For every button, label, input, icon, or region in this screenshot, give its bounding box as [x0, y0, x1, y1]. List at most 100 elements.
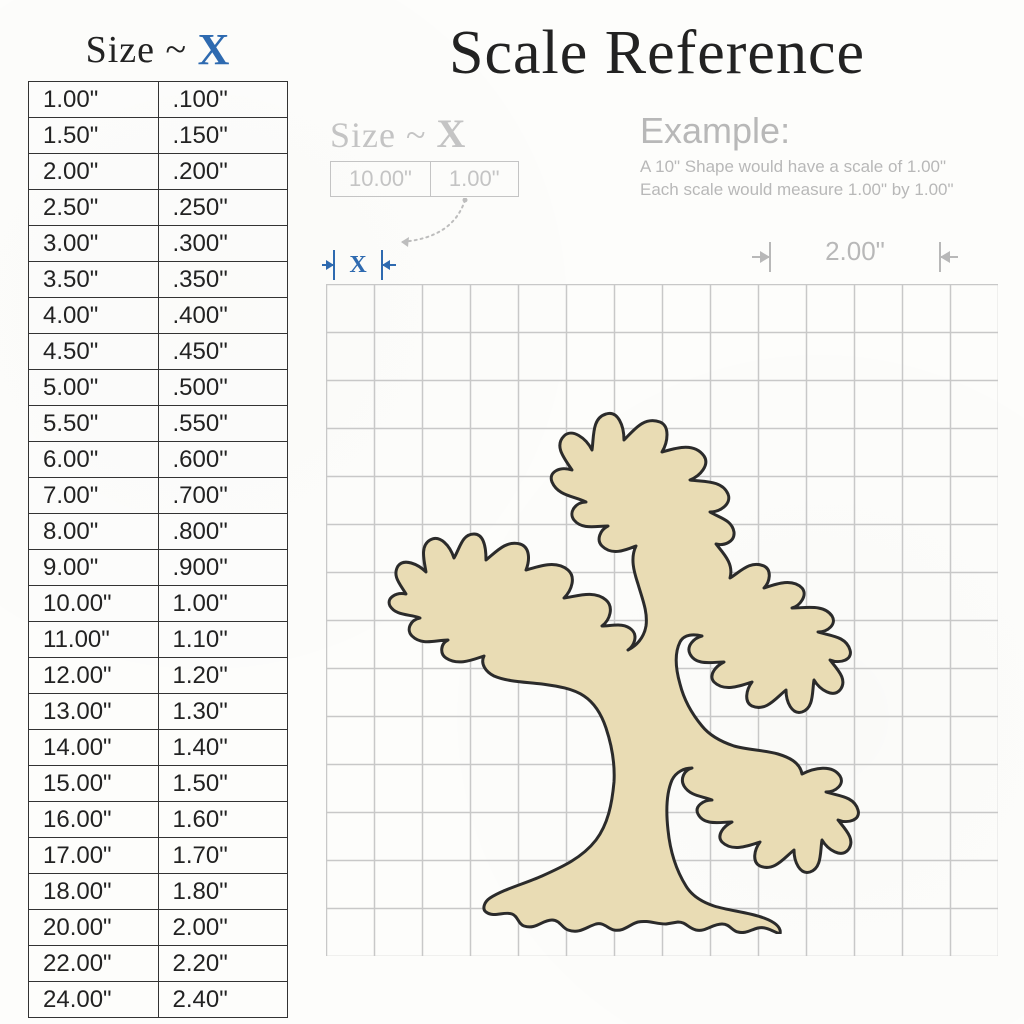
- table-cell: .600": [158, 442, 288, 478]
- table-cell: 17.00": [29, 838, 159, 874]
- table-cell: 1.20": [158, 658, 288, 694]
- table-row: 12.00"1.20": [29, 658, 288, 694]
- example-line-1: A 10" Shape would have a scale of 1.00": [640, 156, 1010, 179]
- table-row: 4.00".400": [29, 298, 288, 334]
- mini-cell-x: 1.00": [430, 162, 518, 197]
- table-cell: 13.00": [29, 694, 159, 730]
- table-row: 10.00"1.00": [29, 586, 288, 622]
- table-cell: .300": [158, 226, 288, 262]
- table-row: 16.00"1.60": [29, 802, 288, 838]
- table-cell: 10.00": [29, 586, 159, 622]
- table-cell: 2.50": [29, 190, 159, 226]
- table-cell: .550": [158, 406, 288, 442]
- table-cell: 1.00": [158, 586, 288, 622]
- x-scale-indicator: X: [322, 242, 442, 282]
- table-cell: 2.40": [158, 982, 288, 1018]
- table-cell: 1.10": [158, 622, 288, 658]
- table-cell: 5.50": [29, 406, 159, 442]
- table-row: 14.00"1.40": [29, 730, 288, 766]
- table-cell: 1.70": [158, 838, 288, 874]
- table-cell: 1.80": [158, 874, 288, 910]
- table-cell: 7.00": [29, 478, 159, 514]
- table-cell: 3.00": [29, 226, 159, 262]
- example-title: Example:: [640, 110, 1010, 152]
- size-table: 1.00".100"1.50".150"2.00".200"2.50".250"…: [28, 81, 288, 1018]
- table-cell: 3.50": [29, 262, 159, 298]
- table-cell: .450": [158, 334, 288, 370]
- size-table-header: Size ~ X: [28, 24, 288, 75]
- table-cell: 6.00": [29, 442, 159, 478]
- mini-size-block: Size ~ X 10.00" 1.00": [330, 110, 519, 197]
- size-label-prefix: Size ~: [86, 29, 198, 71]
- table-row: 2.50".250": [29, 190, 288, 226]
- table-row: 6.00".600": [29, 442, 288, 478]
- reference-grid: [326, 284, 998, 956]
- table-cell: 4.00": [29, 298, 159, 334]
- dotted-connector: [395, 198, 475, 248]
- table-cell: .500": [158, 370, 288, 406]
- table-row: 22.00"2.20": [29, 946, 288, 982]
- table-cell: 2.00": [158, 910, 288, 946]
- table-row: 1.50".150": [29, 118, 288, 154]
- table-row: 2.00".200": [29, 154, 288, 190]
- table-row: 8.00".800": [29, 514, 288, 550]
- table-cell: 1.40": [158, 730, 288, 766]
- table-cell: .250": [158, 190, 288, 226]
- mini-size-prefix: Size ~: [330, 115, 436, 155]
- table-cell: 12.00": [29, 658, 159, 694]
- two-inch-label: 2.00": [750, 236, 960, 267]
- example-line-2: Each scale would measure 1.00" by 1.00": [640, 179, 1010, 202]
- table-cell: 1.50": [29, 118, 159, 154]
- table-row: 18.00"1.80": [29, 874, 288, 910]
- table-row: 17.00"1.70": [29, 838, 288, 874]
- table-row: 11.00"1.10": [29, 622, 288, 658]
- example-block: Example: A 10" Shape would have a scale …: [640, 110, 1010, 202]
- x-indicator-label: X: [349, 252, 367, 278]
- table-cell: 1.50": [158, 766, 288, 802]
- table-row: 4.50".450": [29, 334, 288, 370]
- table-cell: 2.20": [158, 946, 288, 982]
- size-table-wrap: Size ~ X 1.00".100"1.50".150"2.00".200"2…: [28, 24, 288, 1018]
- table-row: 5.00".500": [29, 370, 288, 406]
- table-cell: 22.00": [29, 946, 159, 982]
- table-cell: 11.00": [29, 622, 159, 658]
- two-inch-indicator: 2.00": [750, 236, 960, 276]
- table-row: 7.00".700": [29, 478, 288, 514]
- table-row: 13.00"1.30": [29, 694, 288, 730]
- table-cell: 16.00": [29, 802, 159, 838]
- table-cell: .150": [158, 118, 288, 154]
- table-row: 5.50".550": [29, 406, 288, 442]
- table-row: 3.00".300": [29, 226, 288, 262]
- table-cell: 1.60": [158, 802, 288, 838]
- size-label-x: X: [198, 24, 231, 75]
- mini-size-table: 10.00" 1.00": [330, 161, 519, 197]
- table-cell: .900": [158, 550, 288, 586]
- table-cell: .200": [158, 154, 288, 190]
- table-cell: 8.00": [29, 514, 159, 550]
- table-cell: 9.00": [29, 550, 159, 586]
- mini-size-x: X: [436, 111, 466, 156]
- table-cell: 15.00": [29, 766, 159, 802]
- mini-cell-size: 10.00": [331, 162, 431, 197]
- table-cell: 1.30": [158, 694, 288, 730]
- table-cell: 4.50": [29, 334, 159, 370]
- table-cell: .350": [158, 262, 288, 298]
- table-cell: .700": [158, 478, 288, 514]
- table-row: 3.50".350": [29, 262, 288, 298]
- table-row: 20.00"2.00": [29, 910, 288, 946]
- table-cell: 2.00": [29, 154, 159, 190]
- table-row: 15.00"1.50": [29, 766, 288, 802]
- table-cell: 14.00": [29, 730, 159, 766]
- table-cell: 1.00": [29, 82, 159, 118]
- table-row: 1.00".100": [29, 82, 288, 118]
- table-cell: .800": [158, 514, 288, 550]
- table-row: 9.00".900": [29, 550, 288, 586]
- table-cell: 20.00": [29, 910, 159, 946]
- table-cell: .400": [158, 298, 288, 334]
- table-cell: 24.00": [29, 982, 159, 1018]
- tree-shape-icon: [386, 324, 946, 934]
- page-title: Scale Reference: [320, 18, 994, 89]
- table-cell: .100": [158, 82, 288, 118]
- mini-size-header: Size ~ X: [330, 110, 519, 157]
- table-row: 24.00"2.40": [29, 982, 288, 1018]
